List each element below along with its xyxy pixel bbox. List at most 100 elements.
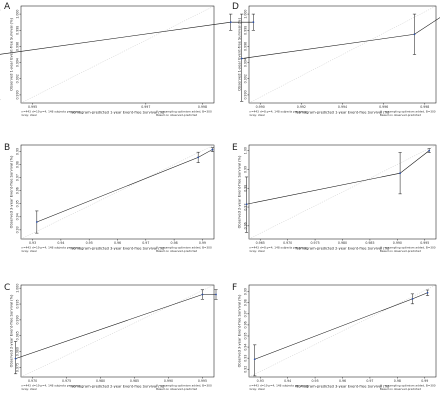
y-tick-label: 0.98 (16, 161, 20, 168)
x-tick-label: 0.97 (366, 379, 373, 383)
x-tick-label: 0.99 (421, 379, 428, 383)
y-axis-label: Observed 1-year Event-free Survival (%) (238, 18, 242, 91)
x-tick-label: 0.96 (339, 379, 346, 383)
footer-note-right: X – resampling optimism added, B=300 (380, 110, 436, 114)
x-tick-label: 0.98 (171, 241, 178, 245)
x-tick-label: 0.990 (393, 241, 402, 245)
y-tick-label: 0.996 (16, 42, 20, 51)
y-tick-label: 0.99 (244, 288, 248, 295)
y-tick-label: 0.96 (16, 187, 20, 194)
x-tick-label: 0.99 (199, 241, 206, 245)
x-tick-label: 0.990 (164, 379, 173, 383)
calibration-point (253, 358, 256, 361)
x-axis-label: Nomogram-predicted 2-year Event-free Sur… (296, 247, 390, 251)
y-tick-label: 0.96 (244, 222, 248, 229)
x-tick-label: 0.996 (379, 105, 388, 109)
x-tick-label: 0.94 (284, 379, 291, 383)
y-tick-label: 0.97 (244, 310, 248, 317)
x-tick-label: 0.980 (338, 241, 347, 245)
x-tick-label: 0.998 (420, 105, 429, 109)
y-tick-label: 0.97 (244, 203, 248, 210)
footer-note-left: n=443 d=8 p=4, 148 subjects per group (250, 246, 307, 250)
panel-label: F (232, 283, 237, 293)
y-tick-label: 0.992 (16, 74, 20, 83)
y-tick-label: 0.99 (244, 166, 248, 173)
footer-note-right: X – resampling optimism added, B=300 (380, 246, 436, 250)
calibration-panel-a: A 0.995 0.997 0.998 0.990 0.992 0.994 0.996 0.99… (0, 2, 255, 117)
footer-note-left: Gray: ideal (22, 387, 37, 391)
calibration-point (197, 156, 200, 159)
y-tick-label: 0.93 (244, 355, 248, 362)
calibration-point (35, 221, 38, 223)
y-tick-label: 0.992 (244, 74, 248, 83)
calibration-point (211, 148, 214, 151)
footer-note-right: Based on observed-predicted (380, 387, 421, 391)
calibration-line (36, 149, 213, 223)
x-tick-label: 0.965 (256, 241, 265, 245)
x-tick-label: 0.985 (365, 241, 374, 245)
y-tick-label: 0.98 (244, 185, 248, 192)
calibration-point (428, 149, 431, 152)
x-axis-label: Nomogram-predicted 2-year Event-free Sur… (71, 385, 165, 389)
y-tick-label: 0.996 (244, 42, 248, 51)
footer-note-right: X – resampling optimism added, B=300 (156, 110, 212, 114)
ideal-line (248, 284, 437, 378)
panel-label: B (4, 143, 10, 153)
y-axis-label: Observed 3-year Event-free Survival (%) (238, 294, 242, 367)
ideal-line (248, 5, 437, 104)
y-tick-label: 0.994 (16, 58, 20, 67)
panel-label: E (232, 143, 238, 153)
x-axis-label: Nomogram-predicted 3-year Event-free Sur… (71, 247, 165, 251)
x-tick-label: 0.980 (96, 379, 105, 383)
footer-note-right: Based on observed-predicted (156, 387, 197, 391)
calibration-point (411, 297, 414, 300)
x-tick-label: 0.995 (420, 241, 429, 245)
calibration-panel-c: C 0.970 0.975 0.980 0.985 0.990 0.995 0.975 0.98… (4, 283, 218, 391)
footer-note-left: Gray: ideal (250, 249, 265, 253)
y-tick-label: 0.990 (244, 90, 248, 99)
x-tick-label: 0.995 (28, 105, 37, 109)
footer-note-right: Based on observed-predicted (156, 249, 197, 253)
x-tick-label: 0.990 (256, 105, 265, 109)
footer-note-left: Gray: ideal (250, 387, 265, 391)
x-tick-label: 0.975 (62, 379, 71, 383)
y-axis-label: Observed 1-year Event-free Survival (%) (10, 18, 14, 91)
x-tick-label: 0.96 (114, 241, 121, 245)
y-tick-label: 0.998 (16, 26, 20, 35)
footer-note-right: X – resampling optimism added, B=300 (380, 384, 436, 388)
x-tick-label: 0.975 (311, 241, 320, 245)
calibration-point (245, 203, 248, 206)
y-tick-label: 0.93 (16, 226, 20, 233)
footer-note-left: n=443 d=8 p=4, 148 subjects per group (250, 110, 307, 114)
footer-note-left: n=443 d=19 p=4, 148 subjects per group (22, 246, 81, 250)
x-axis-label: Nomogram-predicted 3-year Event-free Sur… (296, 385, 390, 389)
panel-label: A (4, 2, 11, 12)
footer-note-right: X – resampling optimism added, B=300 (156, 384, 212, 388)
y-tick-label: 1.000 (16, 284, 20, 293)
footer-note-left: Gray: ideal (22, 113, 37, 117)
x-tick-label: 0.997 (141, 105, 150, 109)
y-tick-label: 0.95 (16, 200, 20, 207)
x-tick-label: 0.98 (394, 379, 401, 383)
y-tick-label: 0.994 (244, 58, 248, 67)
footer-note-left: Gray: ideal (250, 113, 265, 117)
y-tick-label: 0.92 (244, 366, 248, 373)
y-axis-label: Observed 2-year Event-free Survival (%) (10, 294, 14, 367)
y-tick-label: 0.97 (16, 174, 20, 181)
calibration-line (15, 294, 217, 359)
calibration-panel-e: E 0.965 0.970 0.975 0.980 0.985 0.990 0.995 0.96… (232, 143, 437, 253)
y-tick-label: 0.98 (244, 299, 248, 306)
y-axis-label: Observed 2-year Event-free Survival (%) (238, 155, 242, 228)
y-tick-label: 0.980 (16, 347, 20, 356)
x-tick-label: 0.97 (142, 241, 149, 245)
x-tick-label: 0.970 (28, 379, 37, 383)
x-tick-label: 0.994 (338, 105, 347, 109)
calibration-point (215, 293, 217, 296)
x-tick-label: 0.94 (57, 241, 64, 245)
y-axis-label: Observed 3-year Event-free Survival (%) (10, 155, 14, 228)
calibration-point (229, 21, 232, 24)
calibration-point (240, 57, 243, 60)
footer-note-left: n=443 d=19 p=4, 148 subjects per group (250, 384, 309, 388)
x-axis-label: Nomogram-predicted 1-year Event-free Sur… (296, 111, 390, 115)
